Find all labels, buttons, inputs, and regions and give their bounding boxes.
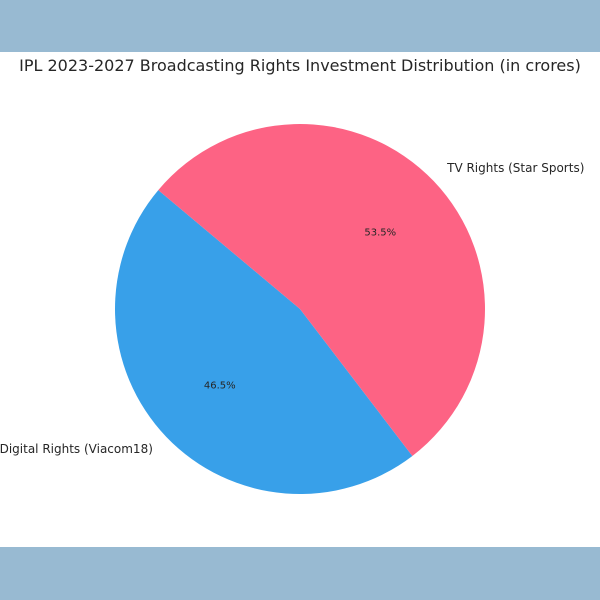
bottom-banner [0, 547, 600, 600]
chart-title: IPL 2023-2027 Broadcasting Rights Invest… [19, 56, 581, 75]
slice-label-digital-rights-viacom18: Digital Rights (Viacom18) [0, 442, 153, 456]
slice-label-tv-rights-star-sports: TV Rights (Star Sports) [446, 161, 584, 175]
top-banner [0, 0, 600, 52]
pct-label-tv-rights-star-sports: 53.5% [364, 227, 396, 238]
pie-slice-digital-rights-viacom18 [114, 190, 413, 495]
pct-label-digital-rights-viacom18: 46.5% [204, 381, 236, 392]
pie-slice-tv-rights-star-sports [158, 124, 485, 456]
